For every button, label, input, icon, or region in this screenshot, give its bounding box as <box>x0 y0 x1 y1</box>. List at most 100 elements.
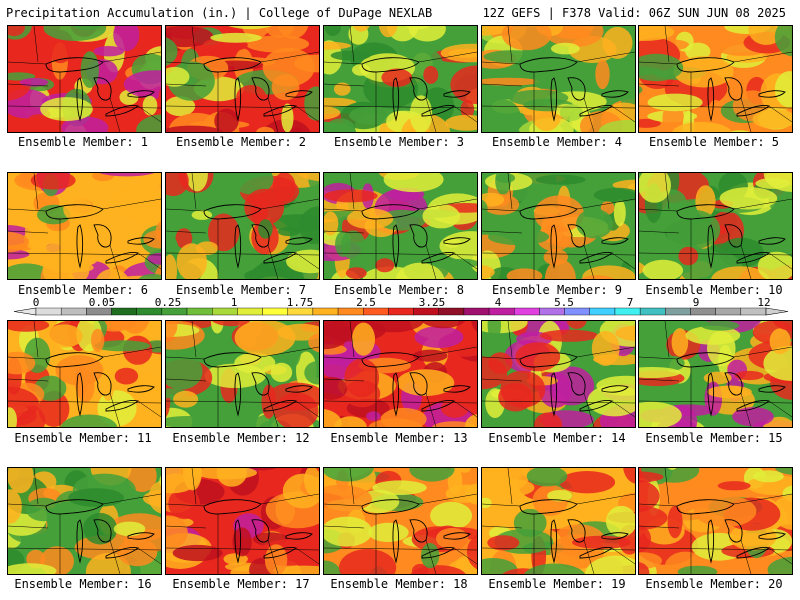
boundary-line <box>8 503 47 507</box>
boundary-line <box>295 105 319 123</box>
precip-blotch <box>324 409 342 427</box>
lake-outline <box>203 352 262 368</box>
precip-blotch <box>266 214 319 232</box>
ensemble-member-caption: Ensemble Member: 5 <box>648 135 780 149</box>
boundary-line <box>740 539 752 574</box>
precip-blotch <box>234 321 296 356</box>
boundary-line <box>425 539 437 574</box>
boundary-line <box>639 105 792 109</box>
precip-blotch <box>37 204 71 225</box>
lake-outline <box>443 385 471 393</box>
precip-blotch <box>482 478 535 498</box>
boundary-line <box>8 525 49 529</box>
precip-blotch <box>665 209 721 250</box>
boundary-line <box>102 346 161 358</box>
boundary-line <box>453 252 477 270</box>
boundary-line <box>349 321 355 358</box>
lake-outline <box>76 77 84 122</box>
lake-outline <box>105 400 140 412</box>
ensemble-member-map <box>323 467 478 575</box>
boundary-line <box>418 198 477 210</box>
lake-outline <box>736 400 771 412</box>
ensemble-member-caption: Ensemble Member: 15 <box>645 431 783 445</box>
precip-blotch <box>277 226 301 237</box>
lake-outline <box>285 237 313 245</box>
precip-blotch <box>482 192 505 207</box>
boundary-line <box>33 321 39 358</box>
lake-outline <box>127 90 155 98</box>
precipitation-map <box>8 26 161 132</box>
precip-blotch <box>584 555 635 574</box>
precip-blotch <box>8 386 40 422</box>
precip-blotch <box>143 229 161 249</box>
precip-blotch <box>566 321 587 329</box>
precip-blotch <box>277 26 309 39</box>
precipitation-map <box>166 173 319 279</box>
precip-blotch <box>96 268 129 279</box>
precip-blotch <box>775 468 792 475</box>
precip-blotch <box>158 88 161 109</box>
boundary-line <box>507 321 513 358</box>
colorbar-swatch <box>665 307 691 316</box>
boundary-line <box>639 208 678 212</box>
precip-blotch <box>685 325 741 345</box>
lake-outline <box>707 224 715 269</box>
lake-outline <box>45 499 104 515</box>
precip-blotch <box>93 46 124 57</box>
precip-blotch <box>763 345 792 381</box>
precip-blotch <box>166 254 177 279</box>
precip-blotch <box>139 174 161 188</box>
precip-blotch <box>114 367 139 385</box>
model-run-info: 12Z GEFS | F378 Valid: 06Z SUN JUN 08 20… <box>482 6 786 20</box>
precip-blotch <box>413 349 448 362</box>
boundary-line <box>137 547 161 565</box>
precip-blotch <box>236 85 267 109</box>
ensemble-member-caption: Ensemble Member: 18 <box>330 577 468 591</box>
precip-blotch <box>677 565 718 574</box>
page-title: Precipitation Accumulation (in.) | Colle… <box>6 6 433 20</box>
boundary-line <box>324 525 365 529</box>
precip-blotch <box>366 411 381 421</box>
lake-outline <box>263 252 298 264</box>
precipitation-map <box>324 26 477 132</box>
colorbar-swatch <box>111 307 137 316</box>
precip-blotch <box>409 468 455 482</box>
boundary-line <box>507 173 513 210</box>
lake-outline <box>234 77 242 122</box>
boundary-line <box>166 503 205 507</box>
precip-blotch <box>421 321 466 329</box>
boundary-line <box>324 400 477 404</box>
precip-blotch <box>166 515 188 550</box>
precip-blotch <box>8 263 50 279</box>
precip-blotch <box>701 321 740 331</box>
lake-outline <box>361 204 420 220</box>
precip-blotch <box>440 43 477 63</box>
lake-outline <box>579 252 614 264</box>
precip-blotch <box>591 330 620 366</box>
boundary-line <box>102 493 161 505</box>
boundary-line <box>583 392 595 427</box>
precip-blotch <box>410 565 466 574</box>
precip-blotch <box>774 71 792 108</box>
precipitation-map <box>8 321 161 427</box>
lake-outline <box>263 547 298 559</box>
ensemble-member-caption: Ensemble Member: 9 <box>491 283 623 297</box>
precip-blotch <box>330 50 371 61</box>
boundary-line <box>482 378 523 382</box>
precip-blotch <box>266 382 319 411</box>
boundary-line <box>664 26 670 63</box>
precip-blotch <box>482 265 495 279</box>
lake-outline <box>579 105 614 117</box>
lake-outline <box>550 77 558 122</box>
boundary-line <box>166 230 207 234</box>
precip-blotch <box>166 416 218 427</box>
lake-outline <box>550 519 558 564</box>
precip-blotch <box>19 78 49 87</box>
colorbar-tick-label: 5.5 <box>554 296 574 309</box>
colorbar-tick-label: 4 <box>494 296 502 309</box>
lake-outline <box>601 385 629 393</box>
precip-blotch <box>729 523 777 551</box>
precip-blotch <box>138 273 161 279</box>
precip-blotch <box>409 95 433 132</box>
lake-outline <box>203 204 262 220</box>
